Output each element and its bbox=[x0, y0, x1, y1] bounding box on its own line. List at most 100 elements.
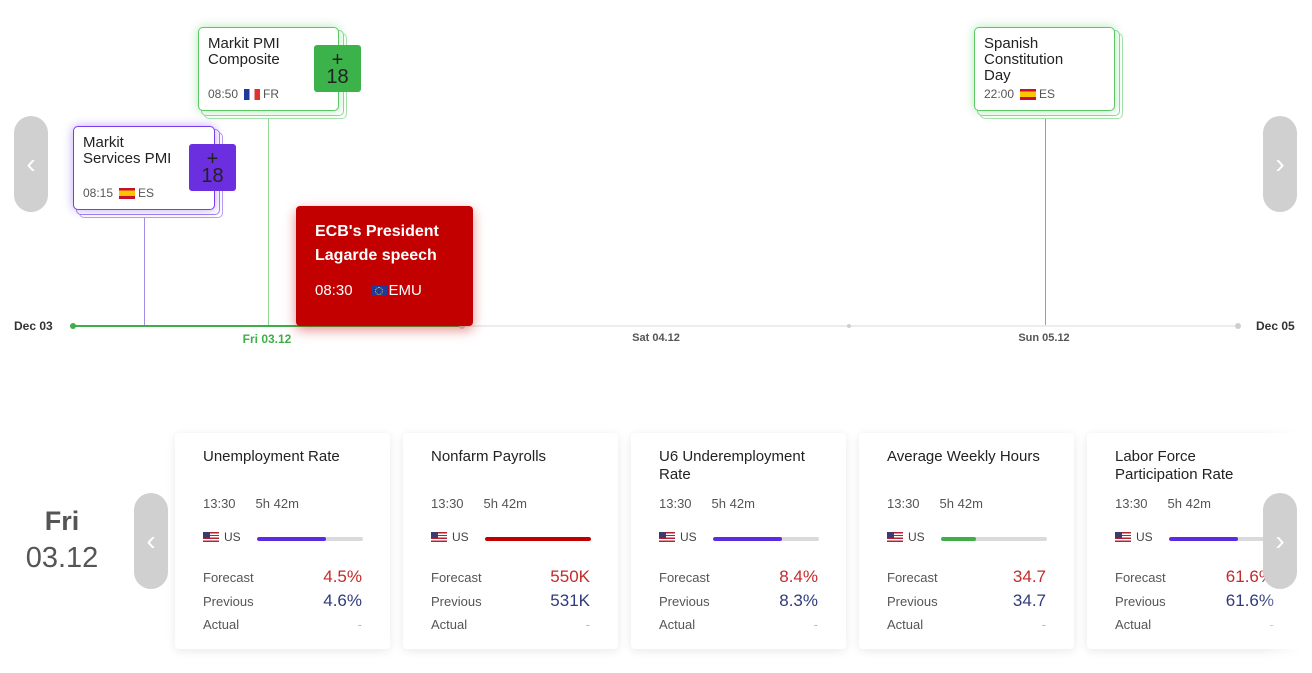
indicator-countdown: 5h 42m bbox=[483, 496, 527, 511]
impact-bar bbox=[1169, 537, 1275, 541]
indicator-country: US bbox=[908, 530, 925, 544]
impact-bar-fill bbox=[1169, 537, 1238, 541]
impact-bar bbox=[941, 537, 1047, 541]
plus-icon: + bbox=[331, 48, 344, 71]
timeline-end-label: Dec 05 bbox=[1256, 319, 1295, 333]
previous-value: 34.7 bbox=[1012, 591, 1046, 610]
indicator-card[interactable]: U6 Underemployment Rate 13:30 5h 42m US Fore… bbox=[631, 433, 846, 649]
actual-label: Actual bbox=[659, 617, 696, 632]
previous-label: Previous bbox=[659, 593, 710, 609]
previous-value: 61.6% bbox=[1225, 591, 1274, 610]
more-events-badge[interactable]: + 18 bbox=[189, 144, 236, 191]
indicator-title: Unemployment Rate bbox=[203, 448, 340, 465]
indicator-time: 13:30 bbox=[431, 496, 464, 511]
timeline-dot bbox=[847, 324, 851, 328]
featured-event-card[interactable]: ECB's President Lagarde speech 08:30 EMU bbox=[296, 206, 473, 326]
event-title: Spanish Constitution Day bbox=[984, 35, 1064, 84]
us-flag-icon bbox=[431, 531, 447, 543]
featured-event-time: 08:30 bbox=[315, 282, 353, 299]
chevron-left-icon: ‹ bbox=[146, 525, 156, 556]
more-events-badge[interactable]: + 18 bbox=[314, 45, 361, 92]
previous-value: 531K bbox=[550, 591, 590, 610]
impact-bar bbox=[485, 537, 591, 541]
impact-bar-fill bbox=[941, 537, 976, 541]
forecast-value: 4.5% bbox=[323, 567, 362, 586]
event-card-constitution-day[interactable]: Spanish Constitution Day 22:00 ES bbox=[974, 27, 1115, 111]
forecast-value: 550K bbox=[550, 567, 590, 586]
previous-label: Previous bbox=[431, 593, 482, 609]
event-stem bbox=[144, 210, 145, 325]
day-label-fri[interactable]: Fri 03.12 bbox=[242, 332, 292, 346]
indicator-countdown: 5h 42m bbox=[939, 496, 983, 511]
indicator-time: 13:30 bbox=[887, 496, 920, 511]
timeline-start-label: Dec 03 bbox=[14, 319, 53, 333]
timeline-axis bbox=[72, 325, 1240, 327]
forecast-label: Forecast bbox=[1115, 569, 1166, 585]
timeline-next-button[interactable]: › bbox=[1263, 116, 1297, 212]
featured-event-country: EMU bbox=[388, 282, 422, 299]
chevron-right-icon: › bbox=[1275, 148, 1285, 179]
day-label-sun[interactable]: Sun 05.12 bbox=[1018, 332, 1070, 344]
timeline-start-dot bbox=[70, 323, 76, 329]
france-flag-icon bbox=[244, 88, 261, 100]
event-title: Markit PMI Composite bbox=[208, 35, 280, 68]
impact-bar-fill bbox=[257, 537, 326, 541]
indicator-time: 13:30 bbox=[1115, 496, 1148, 511]
indicator-time: 13:30 bbox=[659, 496, 692, 511]
impact-bar-fill bbox=[713, 537, 782, 541]
spain-flag-icon bbox=[1020, 88, 1037, 100]
timeline-progress bbox=[72, 325, 462, 327]
event-card-services-pmi[interactable]: Markit Services PMI 08:15 ES bbox=[73, 126, 215, 210]
indicator-title: Labor Force Participation Rate bbox=[1115, 448, 1234, 483]
us-flag-icon bbox=[659, 531, 675, 543]
indicator-country: US bbox=[1136, 530, 1153, 544]
forecast-value: 8.4% bbox=[779, 567, 818, 586]
impact-bar bbox=[713, 537, 819, 541]
event-title: Markit Services PMI bbox=[83, 134, 172, 167]
spain-flag-icon bbox=[119, 187, 136, 199]
event-time: 08:50 bbox=[208, 87, 239, 101]
actual-value: - bbox=[1041, 617, 1046, 632]
featured-event-title: ECB's President Lagarde speech bbox=[315, 223, 439, 264]
actual-label: Actual bbox=[203, 617, 240, 632]
impact-bar-fill bbox=[485, 537, 591, 541]
forecast-label: Forecast bbox=[431, 569, 482, 585]
indicator-countdown: 5h 42m bbox=[711, 496, 755, 511]
previous-label: Previous bbox=[1115, 593, 1166, 609]
us-flag-icon bbox=[1115, 531, 1131, 543]
impact-bar bbox=[257, 537, 363, 541]
indicator-card[interactable]: Average Weekly Hours 13:30 5h 42m US Forecas… bbox=[859, 433, 1074, 649]
more-events-count: 18 bbox=[201, 164, 224, 187]
actual-value: - bbox=[585, 617, 590, 632]
indicator-card[interactable]: Nonfarm Payrolls 13:30 5h 42m US Forecast 550… bbox=[403, 433, 618, 649]
selected-weekday: Fri bbox=[44, 506, 80, 536]
us-flag-icon bbox=[887, 531, 903, 543]
event-time: 08:15 bbox=[83, 186, 114, 200]
indicator-countdown: 5h 42m bbox=[255, 496, 299, 511]
indicator-card[interactable]: Unemployment Rate 13:30 5h 42m US Forecast 4.… bbox=[175, 433, 390, 649]
actual-label: Actual bbox=[1115, 617, 1152, 632]
indicator-title: Nonfarm Payrolls bbox=[431, 448, 547, 465]
eu-flag-icon bbox=[370, 285, 387, 296]
more-events-count: 18 bbox=[326, 65, 349, 88]
event-stem bbox=[1045, 112, 1046, 325]
event-country: ES bbox=[1039, 87, 1056, 101]
actual-value: - bbox=[357, 617, 362, 632]
indicator-title: Average Weekly Hours bbox=[887, 448, 1040, 465]
indicator-country: US bbox=[680, 530, 697, 544]
timeline-prev-button[interactable]: ‹ bbox=[14, 116, 48, 212]
forecast-label: Forecast bbox=[887, 569, 938, 585]
event-country: ES bbox=[138, 186, 155, 200]
indicators-next-button[interactable]: › bbox=[1263, 493, 1297, 589]
timeline-end-dot bbox=[1235, 323, 1241, 329]
indicators-prev-button[interactable]: ‹ bbox=[134, 493, 168, 589]
selected-date: 03.12 bbox=[25, 542, 99, 574]
chevron-left-icon: ‹ bbox=[26, 148, 36, 179]
previous-label: Previous bbox=[887, 593, 938, 609]
previous-value: 8.3% bbox=[779, 591, 818, 610]
forecast-label: Forecast bbox=[659, 569, 710, 585]
previous-value: 4.6% bbox=[323, 591, 362, 610]
forecast-label: Forecast bbox=[203, 569, 254, 585]
day-label-sat[interactable]: Sat 04.12 bbox=[632, 332, 680, 344]
timeline-dot bbox=[459, 323, 465, 329]
